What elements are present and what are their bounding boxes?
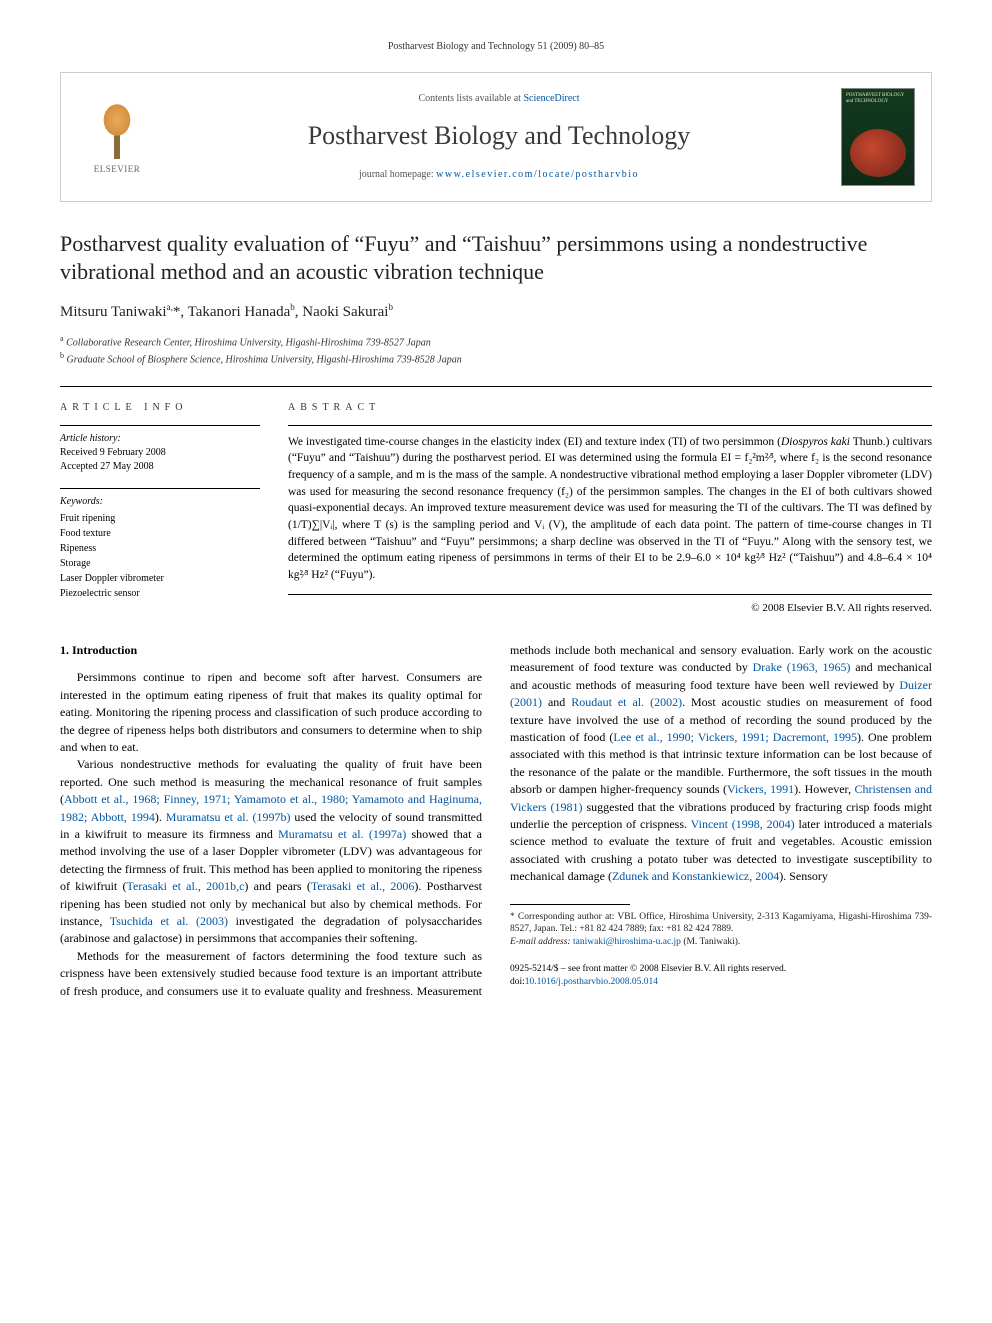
keyword-item: Storage (60, 556, 260, 571)
publisher-label: ELSEVIER (94, 163, 141, 176)
footnote-corr: * Corresponding author at: VBL Office, H… (510, 911, 932, 937)
journal-cover-thumbnail: POSTHARVEST BIOLOGY and TECHNOLOGY (841, 88, 915, 186)
footnote-separator (510, 904, 630, 905)
contents-available-line: Contents lists available at ScienceDirec… (167, 92, 831, 106)
article-title: Postharvest quality evaluation of “Fuyu”… (60, 230, 932, 285)
body-two-column: 1. Introduction Persimmons continue to r… (60, 642, 932, 1000)
affiliation-a: a Collaborative Research Center, Hiroshi… (60, 333, 932, 350)
journal-header-box: ELSEVIER Contents lists available at Sci… (60, 72, 932, 202)
article-info-heading: article info (60, 401, 260, 415)
article-history-block: Article history: Received 9 February 200… (60, 425, 260, 474)
keywords-block: Keywords: Fruit ripening Food texture Ri… (60, 488, 260, 601)
affiliations: a Collaborative Research Center, Hiroshi… (60, 333, 932, 368)
author-email-link[interactable]: taniwaki@hiroshima-u.ac.jp (573, 937, 681, 947)
journal-homepage-link[interactable]: www.elsevier.com/locate/postharvbio (436, 169, 639, 180)
info-abstract-row: article info Article history: Received 9… (60, 386, 932, 616)
doi-link[interactable]: 10.1016/j.postharvbio.2008.05.014 (525, 977, 658, 987)
corresponding-author-footnote: * Corresponding author at: VBL Office, H… (510, 911, 932, 949)
journal-header-center: Contents lists available at ScienceDirec… (157, 92, 841, 182)
abstract-copyright: © 2008 Elsevier B.V. All rights reserved… (288, 594, 932, 616)
cover-thumb-image (850, 129, 906, 177)
elsevier-tree-icon (90, 99, 144, 159)
running-head: Postharvest Biology and Technology 51 (2… (60, 40, 932, 54)
section-heading: 1. Introduction (60, 642, 482, 659)
sciencedirect-link[interactable]: ScienceDirect (523, 93, 579, 104)
received-date: Received 9 February 2008 (60, 446, 260, 460)
cover-thumb-label: POSTHARVEST BIOLOGY and TECHNOLOGY (846, 93, 910, 104)
keyword-item: Fruit ripening (60, 511, 260, 526)
keyword-item: Food texture (60, 526, 260, 541)
journal-homepage-line: journal homepage: www.elsevier.com/locat… (167, 168, 831, 182)
affiliation-b: b Graduate School of Biosphere Science, … (60, 350, 932, 367)
body-paragraph: Various nondestructive methods for evalu… (60, 756, 482, 947)
accepted-date: Accepted 27 May 2008 (60, 460, 260, 474)
body-paragraph: Persimmons continue to ripen and become … (60, 669, 482, 756)
doi-label: doi: (510, 977, 525, 987)
keywords-label: Keywords: (60, 495, 260, 509)
history-label: Article history: (60, 432, 260, 446)
issn-line: 0925-5214/$ – see front matter © 2008 El… (510, 963, 932, 976)
journal-name: Postharvest Biology and Technology (167, 118, 831, 154)
doi-line: doi:10.1016/j.postharvbio.2008.05.014 (510, 976, 932, 989)
footnote-email-line: E-mail address: taniwaki@hiroshima-u.ac.… (510, 936, 932, 949)
contents-prefix: Contents lists available at (418, 93, 523, 104)
abstract-column: abstract We investigated time-course cha… (288, 401, 932, 616)
abstract-heading: abstract (288, 401, 932, 415)
keyword-item: Laser Doppler vibrometer (60, 571, 260, 586)
publisher-logo: ELSEVIER (77, 92, 157, 182)
email-suffix: (M. Taniwaki). (683, 937, 740, 947)
author-list: Mitsuru Taniwakia,*, Takanori Hanadab, N… (60, 301, 932, 323)
email-label: E-mail address: (510, 937, 571, 947)
abstract-text: We investigated time-course changes in t… (288, 425, 932, 584)
bottom-meta: 0925-5214/$ – see front matter © 2008 El… (510, 963, 932, 989)
homepage-prefix: journal homepage: (359, 169, 436, 180)
keyword-item: Piezoelectric sensor (60, 586, 260, 601)
keyword-item: Ripeness (60, 541, 260, 556)
article-info-column: article info Article history: Received 9… (60, 401, 260, 616)
